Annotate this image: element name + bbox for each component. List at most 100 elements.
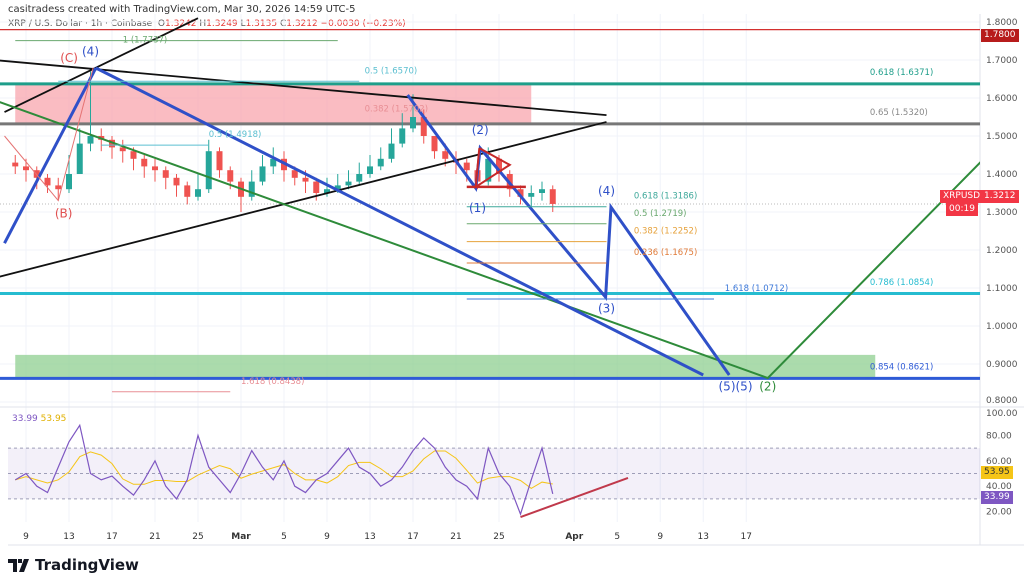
close-label: C [279,19,287,29]
candle [377,158,384,167]
trendline [4,67,94,202]
low-value: 1.3135 [245,19,278,29]
wave-label: (3) [598,302,615,316]
price-axis-label: 1.4000 [986,170,1018,180]
fib-label: 0.65 (1.5320) [870,108,928,118]
candle [195,189,201,197]
time-axis-label: 13 [63,532,74,542]
candle [119,147,126,152]
candle [345,181,352,186]
rsi-axis-label: 60.00 [986,457,1012,467]
time-axis-label: 21 [149,532,160,542]
candle [485,158,492,182]
time-axis-label: 17 [741,532,752,542]
tradingview-logo-icon [8,558,29,572]
time-axis-label: 13 [364,532,375,542]
candle [463,162,470,171]
time-axis-label: 9 [23,532,29,542]
candle [248,181,255,197]
time-axis-label: 21 [450,532,461,542]
time-axis-label: 17 [407,532,418,542]
wave-label: (4) [598,184,615,198]
candle [141,158,148,167]
time-axis-label: 17 [106,532,117,542]
main-pane: 1 (1.7737) 0.5 (1.6570) 0.382 (1.5702) 0.5 … [0,17,980,394]
fib-label: 0.5 (1.6570) [365,66,418,76]
level-price-tag: 1.7800 [981,29,1019,42]
price-axis-label: 0.9000 [986,360,1018,370]
rsi-tag: 33.99 [981,491,1013,504]
fib-label: 0.5 (1.4918) [209,130,262,140]
symbol-legend: XRP / U.S. Dollar · 1h · Coinbase O1.324… [8,19,406,29]
candle [173,177,180,186]
candle [442,151,449,159]
candle [356,174,363,182]
bar-countdown: 00:19 [946,203,978,216]
trendline [95,66,704,377]
price-axis-label: 1.2000 [986,246,1018,256]
fib-label: 0.382 (1.2252) [634,227,697,237]
candle [227,170,234,182]
wave-label: (5)(5) [719,380,753,394]
price-axis-label: 1.1000 [986,284,1018,294]
candle [388,143,395,159]
wave-label: (1) [469,201,486,215]
time-axis-label: 25 [493,532,504,542]
wave-label: (C) [60,51,78,65]
wave-label: (2) [472,123,489,137]
fib-label: 1.618 (1.0712) [725,284,788,294]
time-axis-label: Apr [565,532,583,542]
price-axis-label: 1.8000 [986,18,1018,28]
close-value: 1.3212 [286,19,318,29]
candle [420,117,427,136]
fib-label: 0.5 (1.2719) [634,209,687,219]
candle [184,185,191,197]
brand-name: TradingView [35,556,139,574]
fib-label: 0.382 (1.5702) [365,104,428,114]
trendline [3,67,98,244]
candle [109,139,115,148]
rsi-line [14,423,554,516]
price-axis-label: 1.6000 [986,94,1018,104]
rsi-axis-label: 100.00 [986,409,1018,419]
open-value: 1.3242 [165,19,197,29]
price-axis-label: 1.7000 [986,56,1018,66]
rsi-trendline [520,477,629,519]
price-axis-label: 1.5000 [986,132,1018,142]
candle [410,117,416,129]
time-axis-label: 9 [657,532,663,542]
candle [270,158,277,167]
trendline [406,94,731,376]
price-axis-label: 1.3000 [986,208,1018,218]
high-label: H [199,19,207,29]
candle [399,128,406,144]
time-axis-label: 9 [324,532,330,542]
candle [12,162,19,167]
price-axis-label: 1.0000 [986,322,1018,332]
candle [55,185,62,190]
candle [216,151,223,171]
candle [549,189,556,204]
price-axis-label: 0.8000 [986,396,1018,406]
candle [44,177,51,186]
candle [259,166,266,182]
trendline [4,17,199,113]
time-axis-label: 25 [192,532,203,542]
candle [66,174,72,190]
time-axis-label: 5 [281,532,287,542]
fib-label: 0.618 (1.3186) [634,192,697,202]
candle [324,189,330,193]
candle [539,189,545,193]
candle [431,136,438,152]
candle [152,166,158,171]
rsi-value: 33.99 [12,414,38,424]
trendline [474,147,512,189]
wave-label: (2) [759,380,776,394]
fib-label: 0.236 (1.1675) [634,248,697,258]
tradingview-logo[interactable]: TradingView [8,556,139,574]
symbol-tag: XRPUSD [940,190,984,203]
candle [302,177,309,182]
price-zone [15,83,532,124]
fib-label: 0.618 (1.6371) [870,68,933,78]
